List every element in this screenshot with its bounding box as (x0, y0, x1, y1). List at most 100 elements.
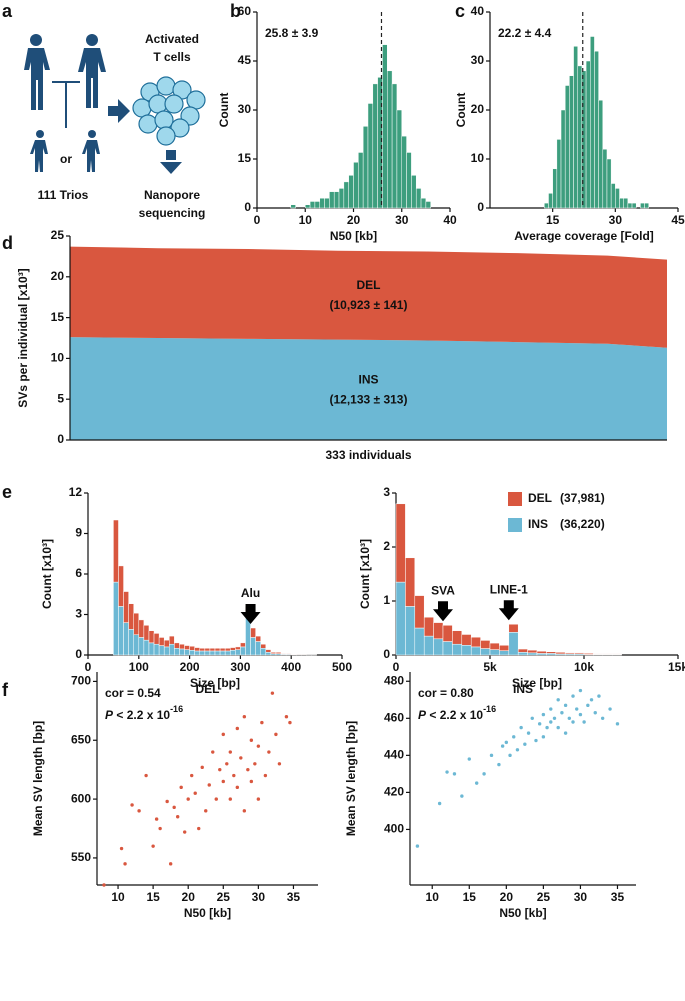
bar-segment (214, 650, 221, 656)
y-tick-label: 420 (384, 785, 404, 799)
point (193, 791, 197, 795)
bar-segment (555, 652, 566, 655)
x-tick-label: 20 (182, 890, 196, 904)
point (154, 817, 159, 821)
bar-segment (189, 650, 195, 656)
point (172, 805, 176, 810)
bar-segment (179, 648, 185, 656)
bar-segment (527, 649, 538, 654)
point (158, 826, 162, 831)
bar (640, 202, 645, 209)
workflow-diagram (24, 34, 182, 174)
point (225, 762, 229, 766)
bar (615, 188, 620, 209)
bar-segment (158, 637, 165, 646)
bar-segment (517, 648, 528, 653)
point (452, 772, 457, 776)
bar-segment (470, 646, 481, 656)
bar-segment (564, 652, 575, 655)
y-tick-label: 480 (384, 673, 404, 687)
bar-segment (123, 591, 129, 623)
area (70, 337, 667, 440)
chart-title: INS (513, 682, 533, 696)
point (571, 720, 575, 724)
x-tick-label: 25 (217, 890, 231, 904)
bar-segment (452, 630, 463, 645)
y-tick-label: 550 (71, 850, 91, 864)
bar-segment (224, 648, 231, 652)
point (615, 722, 620, 726)
y-tick-label: 5 (57, 391, 64, 405)
point (563, 731, 568, 735)
point (571, 694, 575, 698)
y-axis-label: Count (454, 93, 468, 128)
bar (391, 83, 398, 209)
y-axis-label: Count (217, 93, 231, 128)
y-tick-label: 400 (384, 822, 404, 836)
point (589, 698, 594, 702)
annotation: Alu (241, 586, 260, 600)
bar (420, 197, 427, 209)
point (228, 750, 233, 754)
bar (577, 65, 583, 209)
diagram-label: T cells (153, 50, 191, 64)
y-axis-label: Count [x10³] (40, 539, 54, 609)
bar-segment (189, 645, 195, 651)
x-tick-label: 30 (574, 890, 588, 904)
point (263, 773, 268, 778)
stat-p-symbol: P (418, 708, 427, 722)
bar-segment (143, 625, 150, 641)
bar (594, 50, 599, 209)
y-tick-label: 2 (383, 539, 390, 553)
bar-segment (265, 649, 272, 653)
stat-cor: cor = 0.80 (418, 686, 474, 700)
stat-p-exp: -16 (170, 704, 183, 714)
point (249, 738, 254, 742)
bar-segment (470, 636, 481, 648)
point (600, 716, 605, 721)
point (270, 691, 275, 695)
x-tick-label: 10 (426, 890, 440, 904)
point (586, 703, 590, 708)
point (267, 750, 271, 754)
y-tick-label: 25 (51, 228, 65, 242)
bar-segment (527, 652, 538, 656)
bar-segment (480, 640, 491, 649)
child-icon (82, 140, 100, 172)
x-tick-label: 400 (281, 660, 301, 674)
bar (631, 202, 637, 209)
bar-segment (546, 651, 557, 654)
x-tick-label: 40 (443, 213, 457, 227)
point (256, 744, 261, 748)
y-tick-label: 600 (71, 791, 91, 805)
legend-label: DEL (528, 491, 552, 505)
point (534, 738, 538, 743)
bar-segment (414, 595, 425, 629)
bar-segment (395, 581, 406, 656)
point (221, 732, 225, 737)
bar (314, 201, 320, 209)
bar (623, 197, 629, 209)
point (489, 753, 494, 758)
bar (411, 175, 417, 209)
legend-swatch (508, 492, 522, 506)
series-name: INS (358, 372, 378, 386)
y-tick-label: 10 (51, 351, 65, 365)
bar (406, 152, 412, 209)
bar-segment (118, 565, 124, 607)
legend-label: INS (528, 517, 548, 531)
bar-segment (113, 581, 119, 656)
bar-segment (219, 650, 226, 656)
x-tick-label: 30 (252, 890, 266, 904)
family-link (52, 81, 80, 128)
bar (602, 148, 608, 209)
bar-segment (204, 650, 211, 656)
x-tick-label: 0 (393, 660, 400, 674)
y-tick-label: 3 (75, 607, 82, 621)
bar-segment (169, 635, 175, 645)
bar-segment (285, 653, 292, 655)
y-tick-label: 15 (238, 151, 252, 165)
bar-segment (133, 612, 140, 636)
bar-segment (224, 650, 231, 656)
bar-segment (194, 650, 201, 656)
